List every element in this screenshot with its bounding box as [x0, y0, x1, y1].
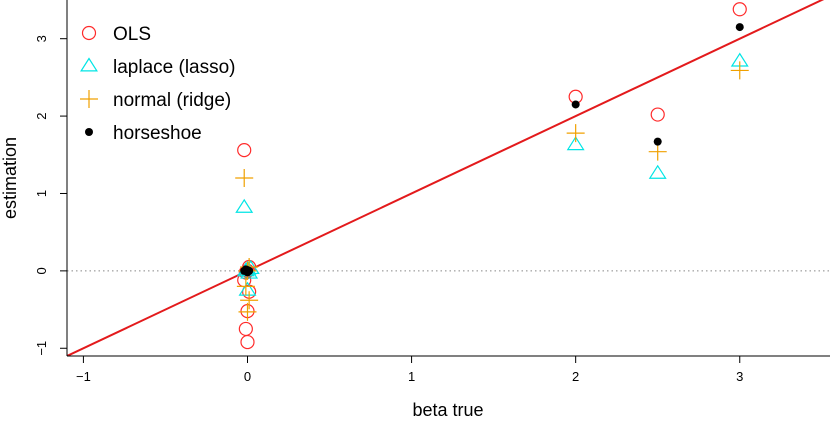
x-tick-label-3: 3 — [736, 369, 743, 384]
legend-label-horseshoe: horseshoe — [113, 123, 202, 144]
x-axis-title: beta true — [412, 400, 483, 420]
point-normal-6 — [236, 277, 255, 296]
x-tick-label-0: 0 — [244, 369, 251, 384]
point-normal-3 — [730, 61, 749, 80]
point-normal-0 — [235, 169, 254, 187]
point-normal-4 — [238, 302, 257, 321]
point-horseshoe-3 — [735, 23, 744, 32]
x-tick-label-1: 1 — [408, 369, 415, 384]
legend-marker-horseshoe — [85, 128, 93, 136]
point-laplace-7 — [238, 281, 257, 296]
point-ols-3 — [732, 2, 747, 17]
y-tick-label-3: 3 — [34, 35, 49, 42]
legend: OLS laplace (lasso) normal (ridge) horsesho… — [80, 24, 236, 144]
point-ols-4 — [240, 334, 255, 350]
y-tick-label-1: 1 — [34, 190, 49, 197]
point-horseshoe-1 — [571, 100, 580, 109]
point-ols-0 — [237, 143, 252, 158]
point-laplace-1 — [566, 136, 585, 151]
x-tick-label-2: 2 — [572, 369, 579, 384]
y-tick-label--1: −1 — [34, 341, 49, 356]
legend-label-normal: normal (ridge) — [113, 90, 231, 111]
point-horseshoe-7 — [243, 266, 252, 275]
point-normal-2 — [648, 142, 667, 161]
point-horseshoe-2 — [653, 137, 662, 146]
legend-label-ols: OLS — [113, 24, 151, 45]
legend-marker-ols — [81, 25, 97, 41]
legend-marker-normal — [80, 90, 98, 108]
y-tick-label-2: 2 — [34, 112, 49, 119]
point-ols-2 — [650, 107, 665, 122]
point-ols-5 — [238, 321, 253, 337]
x-tick-label--1: −1 — [76, 369, 91, 384]
point-laplace-0 — [235, 198, 254, 213]
legend-label-laplace: laplace (lasso) — [113, 57, 236, 78]
point-normal-5 — [240, 291, 259, 310]
point-laplace-2 — [648, 164, 667, 179]
y-tick-label-0: 0 — [34, 267, 49, 274]
legend-marker-laplace — [80, 57, 98, 72]
point-normal-1 — [566, 124, 585, 143]
y-axis-title: estimation — [0, 137, 20, 219]
